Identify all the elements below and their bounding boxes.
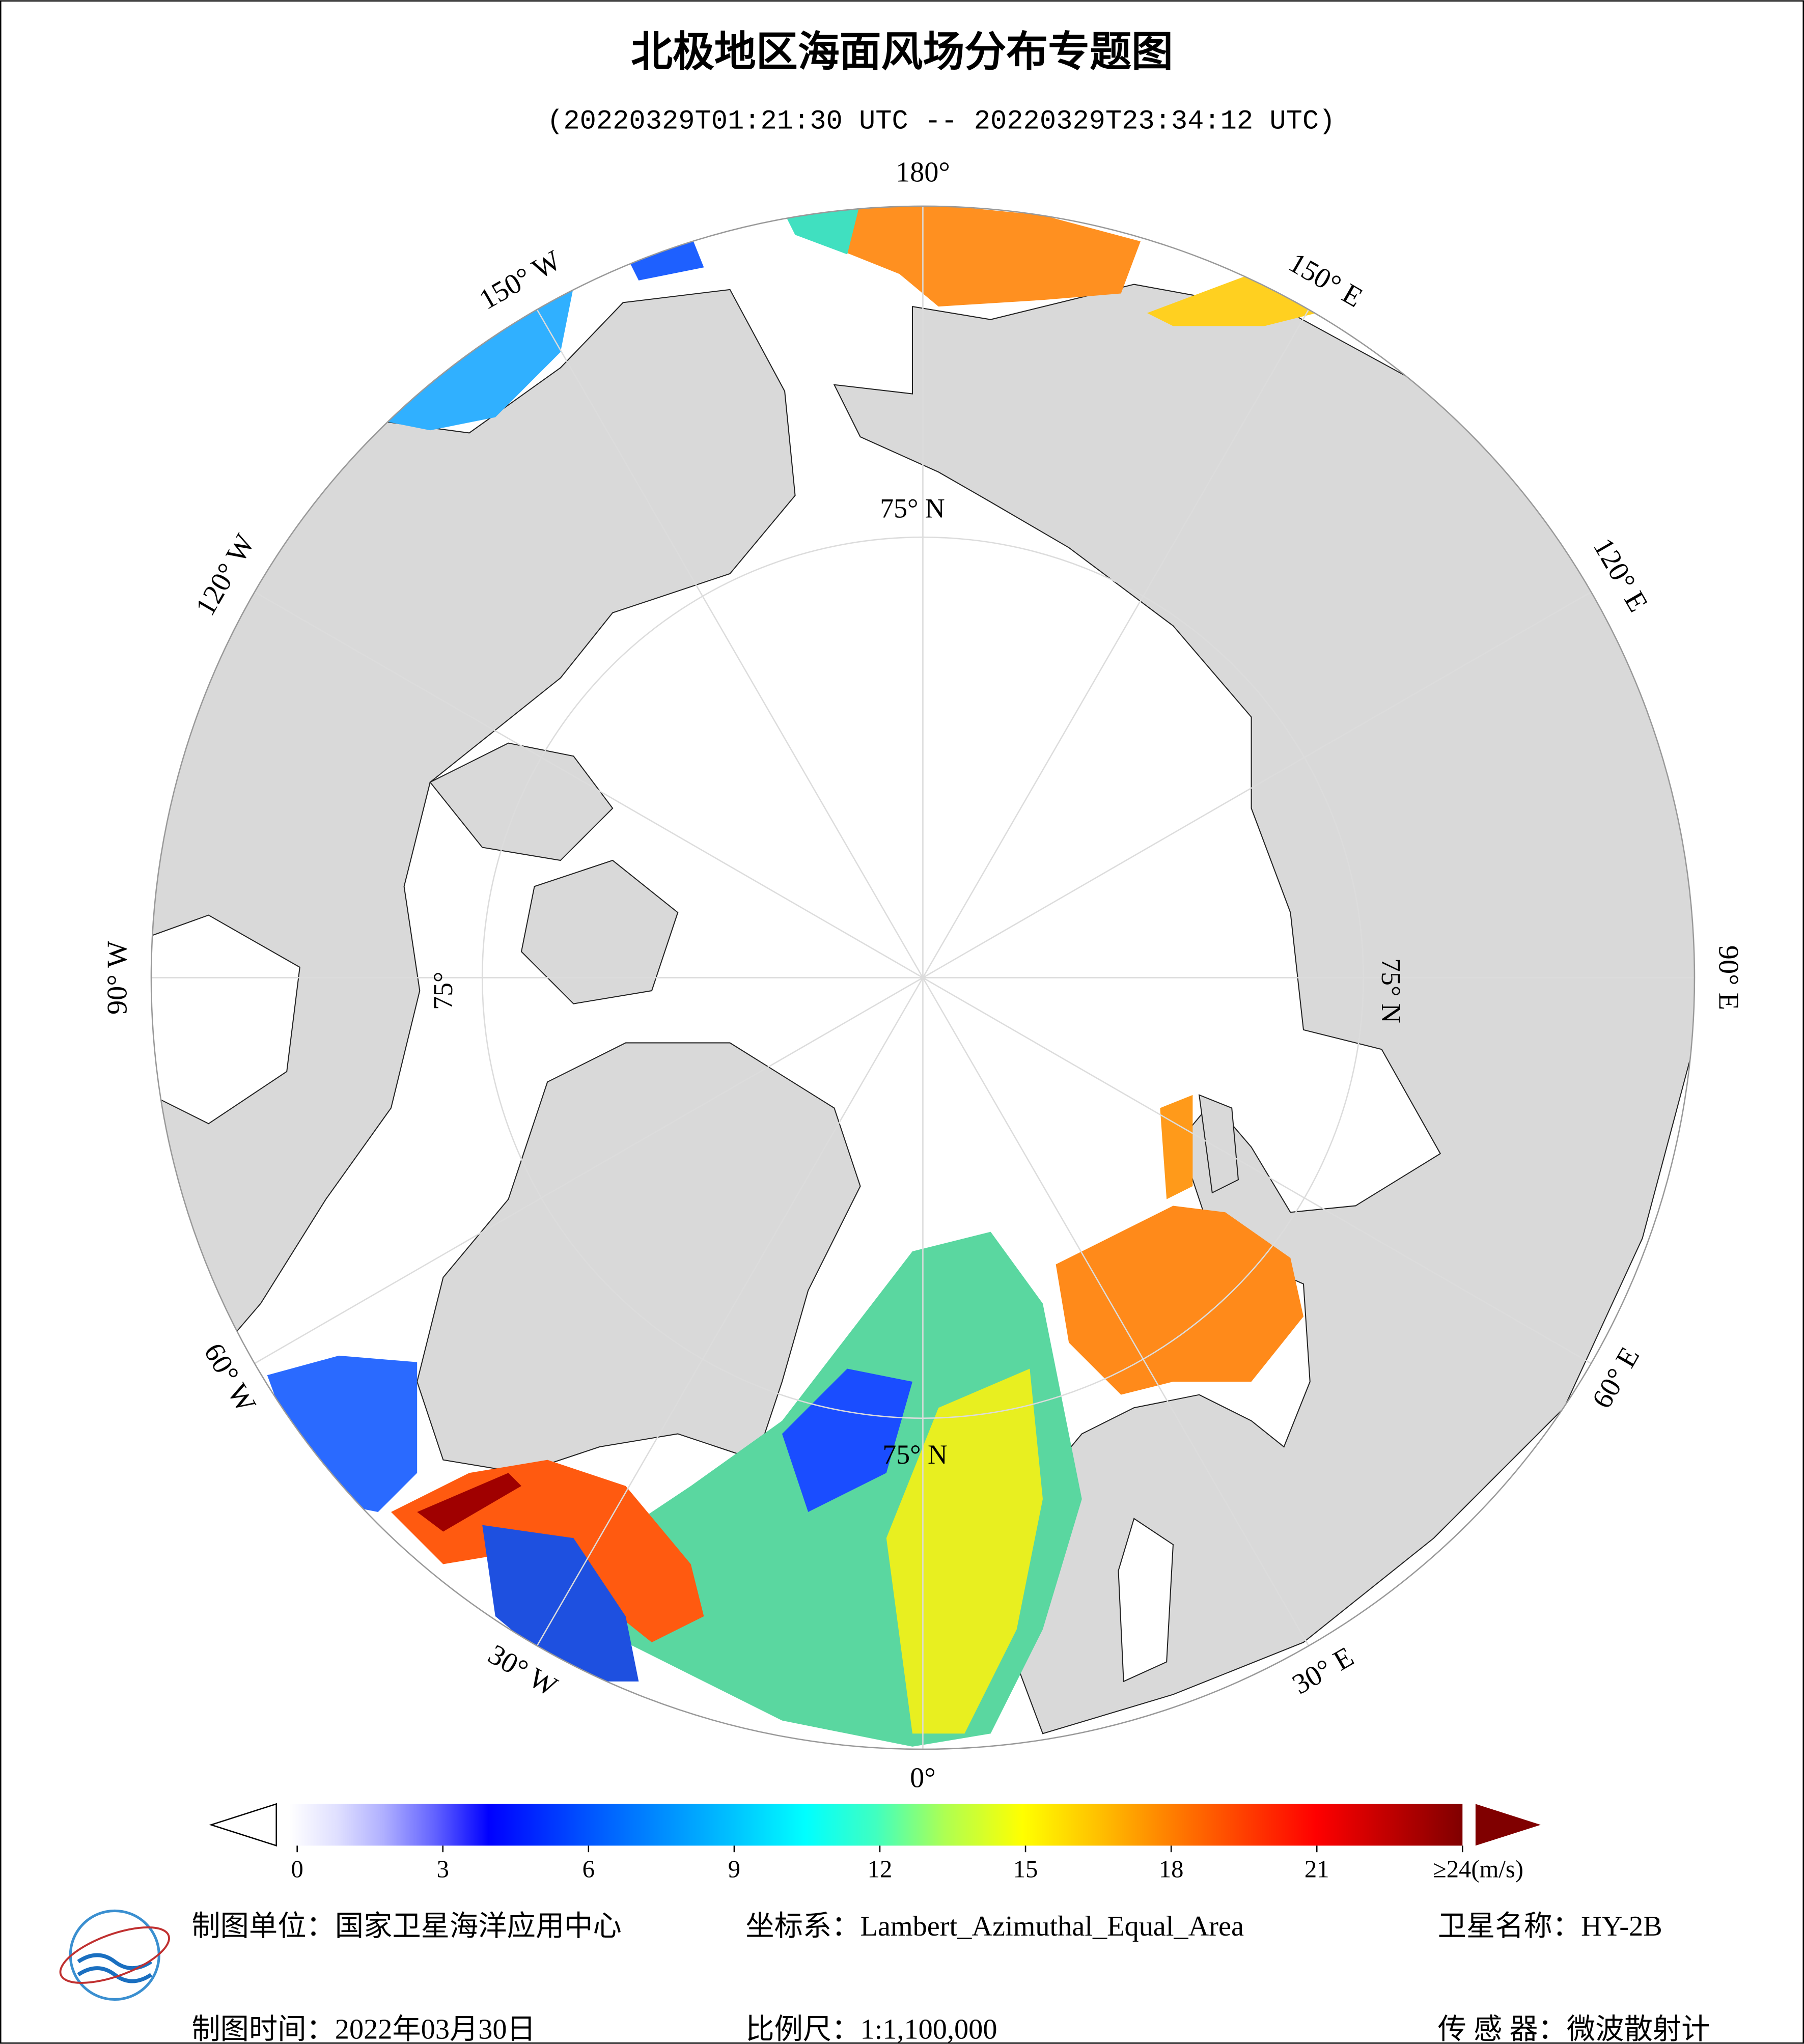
latitude-label: 75° (428, 971, 458, 1010)
latitude-label: 75° N (880, 493, 945, 523)
latitude-label: 75° N (882, 1439, 947, 1470)
footer-info: 传 感 器：微波散射计 (1438, 2013, 1710, 2044)
wind-field (267, 206, 1317, 1747)
meridian (254, 591, 924, 978)
colorbar-tick-label: 15 (1013, 1856, 1038, 1883)
logo (59, 1909, 170, 2001)
wind-patch (1147, 274, 1317, 326)
footer-info: 制图单位：国家卫星海洋应用中心 (191, 1911, 621, 1942)
novaya-zemlya (1198, 1094, 1239, 1194)
meridian (254, 977, 924, 1364)
greenland (417, 1042, 861, 1474)
footer-info: 制图时间：2022年03月30日 (191, 2013, 536, 2044)
footer-info: 卫星名称：HY-2B (1438, 1911, 1662, 1942)
eurasia (833, 284, 1695, 1734)
longitude-label: 90° W (101, 940, 133, 1015)
wind-patch (625, 235, 704, 281)
colorbar-scale (289, 1804, 1463, 1846)
arctic-island (520, 859, 679, 1004)
map-title: 北极地区海面风场分布专题图 (631, 29, 1173, 75)
time-range: (20220329T01:21:30 UTC -- 20220329T23:34… (547, 106, 1335, 137)
footer: 制图单位：国家卫星海洋应用中心 坐标系：Lambert_Azimuthal_Equ… (191, 1911, 1710, 2044)
longitude-label: 180° (896, 156, 950, 188)
latitude-label: 75° N (1376, 958, 1406, 1023)
meridian (922, 591, 1592, 978)
meridian (536, 309, 924, 978)
meridian (922, 977, 1592, 1364)
wind-patch (417, 1473, 521, 1532)
meridian (536, 977, 924, 1646)
colorbar-tick-label: 6 (582, 1856, 595, 1883)
colorbar-tick-label: ≥24(m/s) (1433, 1856, 1523, 1883)
colorbar-tick-label: 18 (1159, 1856, 1184, 1883)
footer-info: 坐标系：Lambert_Azimuthal_Equal_Area (745, 1911, 1244, 1942)
wind-patch (795, 206, 1141, 307)
wind-patch (886, 1368, 1043, 1734)
colorbar-tick-label: 9 (728, 1856, 740, 1883)
colorbar-min-arrow (209, 1803, 277, 1847)
wind-patch (1056, 1206, 1303, 1395)
colorbar: 0 3 6 9 12 15 18 21 ≥24(m/s) (209, 1803, 1541, 1883)
longitude-label: 90° E (1712, 945, 1744, 1010)
footer-info: 比例尺：1:1,100,000 (745, 2013, 997, 2044)
map-border (150, 205, 1696, 1750)
meridian (922, 977, 1310, 1646)
meridian (922, 309, 1310, 978)
wind-patch (482, 1525, 639, 1682)
longitude-label: 0° (910, 1762, 936, 1794)
colorbar-tick-label: 3 (437, 1856, 449, 1883)
wind-patch (1160, 1095, 1193, 1199)
baltic-sea (1118, 1518, 1174, 1683)
colorbar-tick-label: 12 (868, 1856, 893, 1883)
colorbar-tick-label: 0 (291, 1856, 303, 1883)
graticule (151, 206, 1695, 1749)
colorbar-tick-label: 21 (1305, 1856, 1329, 1883)
colorbar-max-arrow (1475, 1804, 1541, 1846)
